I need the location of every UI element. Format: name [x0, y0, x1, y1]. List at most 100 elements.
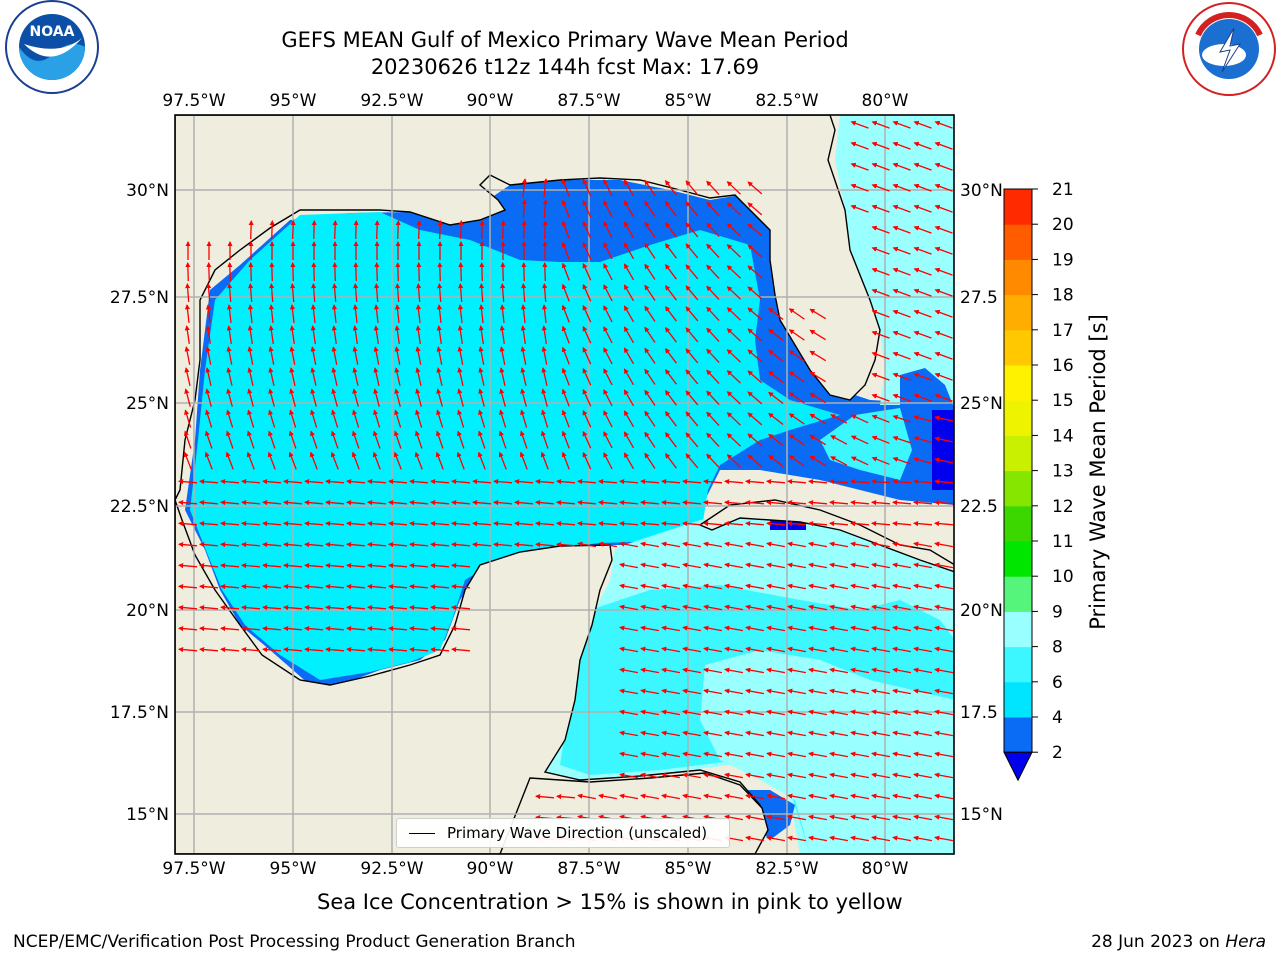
wave-arrow	[267, 430, 276, 449]
wave-arrow	[331, 346, 338, 365]
wave-arrow	[934, 793, 954, 800]
wave-arrow	[934, 204, 953, 213]
wave-arrow	[702, 478, 723, 485]
wave-arrow	[184, 346, 191, 365]
wave-arrow	[706, 348, 720, 364]
wave-arrow	[324, 541, 345, 548]
wave-arrow	[366, 625, 387, 632]
wave-arrow	[353, 219, 359, 240]
wave-arrow	[726, 391, 741, 405]
wave-arrow	[450, 541, 471, 548]
wave-arrow	[660, 478, 681, 485]
wave-arrow	[850, 141, 869, 150]
wave-arrow	[830, 456, 848, 466]
wave-arrow	[726, 181, 741, 195]
wave-arrow	[891, 520, 912, 527]
wave-arrow	[892, 709, 912, 716]
wave-arrow	[289, 388, 296, 407]
wave-arrow	[913, 793, 933, 800]
wave-arrow	[408, 625, 429, 632]
wave-arrow	[577, 793, 597, 800]
wave-arrow	[240, 646, 261, 653]
wave-arrow	[437, 282, 443, 303]
wave-arrow	[724, 541, 744, 548]
wave-arrow	[850, 604, 870, 611]
wave-arrow	[850, 646, 870, 653]
wave-arrow	[269, 261, 275, 282]
wave-arrow	[829, 709, 849, 716]
wave-arrow	[395, 219, 401, 240]
wave-arrow	[534, 541, 555, 548]
wave-arrow	[829, 583, 849, 590]
wave-arrow	[745, 730, 765, 737]
wave-arrow	[240, 520, 261, 527]
wave-arrow	[871, 456, 890, 465]
wave-arrow	[640, 751, 660, 758]
wave-arrow	[871, 330, 890, 339]
wave-arrow	[787, 646, 807, 653]
lon-label: 95°W	[270, 859, 317, 879]
wave-arrow	[703, 772, 723, 779]
wave-arrow	[850, 709, 870, 716]
wave-arrow	[372, 451, 381, 470]
wave-arrow	[205, 388, 212, 407]
wave-arrow	[282, 583, 303, 590]
wave-arrow	[934, 183, 953, 192]
wave-arrow	[706, 222, 720, 238]
wave-arrow	[603, 389, 613, 407]
wave-arrow	[582, 367, 592, 386]
wave-arrow	[623, 347, 635, 365]
wave-arrow	[373, 367, 380, 386]
wave-arrow	[582, 325, 592, 344]
wave-arrow	[768, 433, 784, 447]
wave-arrow	[576, 499, 597, 506]
wave-arrow	[850, 688, 870, 695]
wave-arrow	[892, 435, 911, 444]
colorbar-tick-label: 17	[1052, 321, 1074, 341]
wave-arrow	[352, 409, 360, 428]
wave-arrow	[289, 367, 296, 386]
colorbar-tick-label: 6	[1052, 673, 1063, 693]
wave-arrow	[747, 265, 763, 279]
wave-arrow	[219, 604, 240, 611]
wave-arrow	[513, 541, 534, 548]
atlantic-water	[835, 115, 954, 405]
wave-arrow	[303, 499, 324, 506]
wave-arrow	[871, 562, 891, 569]
wave-arrow	[934, 288, 953, 297]
wave-arrow	[850, 162, 869, 171]
colorbar-segment	[1004, 365, 1032, 401]
wave-arrow	[330, 430, 339, 449]
wave-arrow	[871, 435, 890, 444]
lat-label: 20°N	[960, 601, 1003, 621]
wave-arrow	[198, 646, 219, 653]
wave-arrow	[542, 282, 548, 303]
wave-arrow	[450, 583, 471, 590]
wave-arrow	[706, 453, 720, 469]
wave-arrow	[829, 646, 849, 653]
wave-arrow	[766, 583, 786, 590]
wave-arrow	[387, 499, 408, 506]
wave-arrow	[597, 478, 618, 485]
wave-arrow	[582, 241, 592, 260]
wave-arrow	[913, 457, 932, 465]
wave-arrow	[788, 434, 805, 446]
wave-arrow	[520, 367, 527, 386]
wave-arrow	[623, 326, 635, 344]
wave-arrow	[913, 751, 933, 758]
colorbar-tick-label: 12	[1052, 497, 1074, 517]
wave-arrow	[198, 604, 219, 611]
wave-arrow	[682, 730, 702, 737]
noaa-badge-text: NOAA	[30, 24, 75, 40]
colorbar-label: Primary Wave Mean Period [s]	[1086, 314, 1110, 630]
wave-arrow	[309, 451, 318, 470]
wave-arrow	[561, 409, 570, 428]
wave-arrow	[892, 541, 912, 548]
wave-arrow	[913, 625, 933, 632]
wave-arrow	[768, 349, 784, 363]
wave-arrow	[724, 688, 744, 695]
wave-arrow	[303, 583, 324, 590]
wave-arrow	[366, 520, 387, 527]
wave-arrow	[561, 241, 570, 260]
wave-arrow	[618, 520, 639, 527]
